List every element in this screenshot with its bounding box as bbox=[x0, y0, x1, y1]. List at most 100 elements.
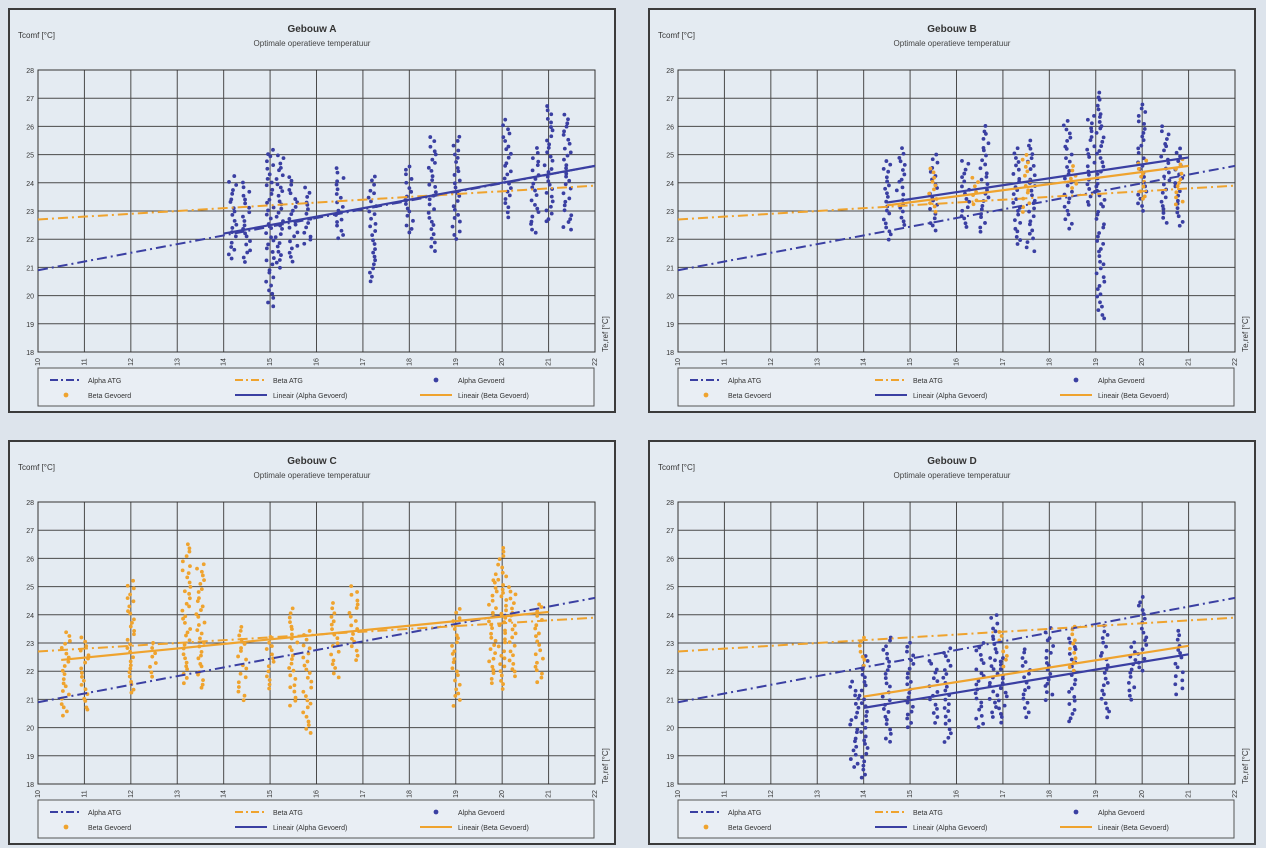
scatter-point bbox=[411, 218, 415, 223]
scatter-point bbox=[1063, 144, 1068, 149]
scatter-point bbox=[194, 612, 199, 617]
scatter-point bbox=[277, 258, 282, 262]
scatter-point bbox=[266, 300, 270, 305]
scatter-point bbox=[66, 659, 71, 664]
scatter-point bbox=[566, 117, 570, 122]
scatter-point bbox=[373, 229, 378, 233]
scatter-point bbox=[1129, 697, 1134, 702]
scatter-point bbox=[1174, 692, 1179, 697]
x-tick-label: 11 bbox=[721, 358, 728, 365]
scatter-point bbox=[267, 640, 272, 645]
scatter-point bbox=[980, 204, 985, 208]
scatter-point bbox=[304, 714, 309, 719]
chart-title: Gebouw B bbox=[927, 24, 976, 35]
scatter-point bbox=[902, 172, 907, 177]
scatter-point bbox=[409, 189, 414, 194]
scatter-point bbox=[264, 279, 269, 284]
y-tick-label: 24 bbox=[666, 613, 674, 620]
scatter-point bbox=[928, 221, 933, 226]
scatter-point bbox=[976, 725, 981, 729]
scatter-point bbox=[1098, 292, 1103, 297]
scatter-point bbox=[131, 655, 135, 660]
scatter-point bbox=[1101, 225, 1106, 230]
scatter-point bbox=[1027, 671, 1031, 676]
scatter-point bbox=[991, 626, 995, 631]
scatter-point bbox=[1180, 686, 1185, 691]
scatter-point bbox=[993, 647, 998, 651]
reference-line bbox=[677, 616, 1236, 653]
scatter-point bbox=[1161, 207, 1166, 211]
scatter-point bbox=[510, 635, 515, 640]
scatter-point bbox=[535, 146, 539, 150]
scatter-point bbox=[858, 649, 863, 654]
legend-swatch bbox=[703, 824, 709, 830]
scatter-point bbox=[1030, 193, 1034, 198]
scatter-point bbox=[271, 163, 276, 168]
scatter-point bbox=[1065, 119, 1070, 123]
scatter-point bbox=[184, 664, 189, 669]
scatter-point bbox=[1089, 135, 1094, 139]
scatter-point bbox=[545, 104, 550, 108]
scatter-point bbox=[280, 226, 284, 231]
scatter-point bbox=[271, 275, 276, 280]
x-tick-label: 15 bbox=[907, 790, 914, 798]
scatter-point bbox=[1144, 643, 1149, 647]
scatter-point bbox=[307, 671, 312, 675]
scatter-point bbox=[288, 239, 292, 244]
scatter-point bbox=[1031, 236, 1035, 241]
scatter-point bbox=[1141, 138, 1146, 143]
y-tick-label: 25 bbox=[666, 585, 674, 592]
scatter-point bbox=[274, 214, 279, 219]
scatter-point bbox=[907, 666, 912, 671]
scatter-point bbox=[1098, 259, 1102, 264]
scatter-point bbox=[355, 598, 360, 603]
scatter-point bbox=[1143, 638, 1147, 643]
scatter-point bbox=[199, 649, 204, 654]
scatter-point bbox=[1140, 204, 1144, 208]
scatter-point bbox=[1067, 159, 1072, 164]
x-tick-label: 13 bbox=[814, 358, 821, 366]
scatter-point bbox=[935, 690, 940, 694]
scatter-point bbox=[1173, 181, 1178, 185]
scatter-point bbox=[275, 182, 280, 187]
scatter-point bbox=[848, 757, 853, 761]
scatter-point bbox=[1092, 144, 1097, 149]
scatter-point bbox=[367, 209, 372, 214]
scatter-point bbox=[930, 157, 935, 162]
scatter-point bbox=[1143, 110, 1148, 114]
scatter-point bbox=[202, 620, 207, 625]
x-tick-label: 17 bbox=[360, 358, 367, 366]
scatter-point bbox=[998, 686, 1003, 691]
scatter-point bbox=[245, 250, 250, 255]
scatter-point bbox=[500, 587, 505, 592]
scatter-point bbox=[1014, 234, 1019, 239]
scatter-point bbox=[153, 651, 158, 656]
scatter-point bbox=[565, 153, 570, 158]
scatter-point bbox=[130, 620, 134, 625]
scatter-point bbox=[1176, 628, 1181, 633]
legend-label: Alpha ATG bbox=[88, 810, 121, 817]
scatter-point bbox=[195, 628, 200, 633]
trend-line bbox=[61, 610, 549, 662]
scatter-point bbox=[185, 630, 190, 635]
scatter-point bbox=[1070, 711, 1075, 716]
scatter-point bbox=[539, 605, 544, 609]
scatter-point bbox=[1176, 198, 1180, 203]
scatter-point bbox=[996, 698, 1001, 703]
scatter-point bbox=[947, 727, 952, 732]
scatter-point bbox=[1015, 229, 1020, 234]
scatter-point bbox=[561, 191, 566, 196]
scatter-point bbox=[292, 689, 297, 694]
scatter-point bbox=[456, 212, 460, 217]
y-tick-label: 25 bbox=[26, 585, 34, 592]
scatter-point bbox=[455, 139, 460, 143]
x-tick-label: 12 bbox=[768, 790, 775, 798]
scatter-point bbox=[881, 707, 886, 711]
scatter-point bbox=[243, 201, 248, 206]
y-tick-label: 20 bbox=[26, 726, 34, 733]
scatter-point bbox=[856, 696, 861, 701]
scatter-point bbox=[304, 211, 309, 216]
scatter-point bbox=[885, 651, 889, 656]
x-tick-label: 20 bbox=[1139, 358, 1146, 366]
scatter-point bbox=[933, 183, 938, 188]
